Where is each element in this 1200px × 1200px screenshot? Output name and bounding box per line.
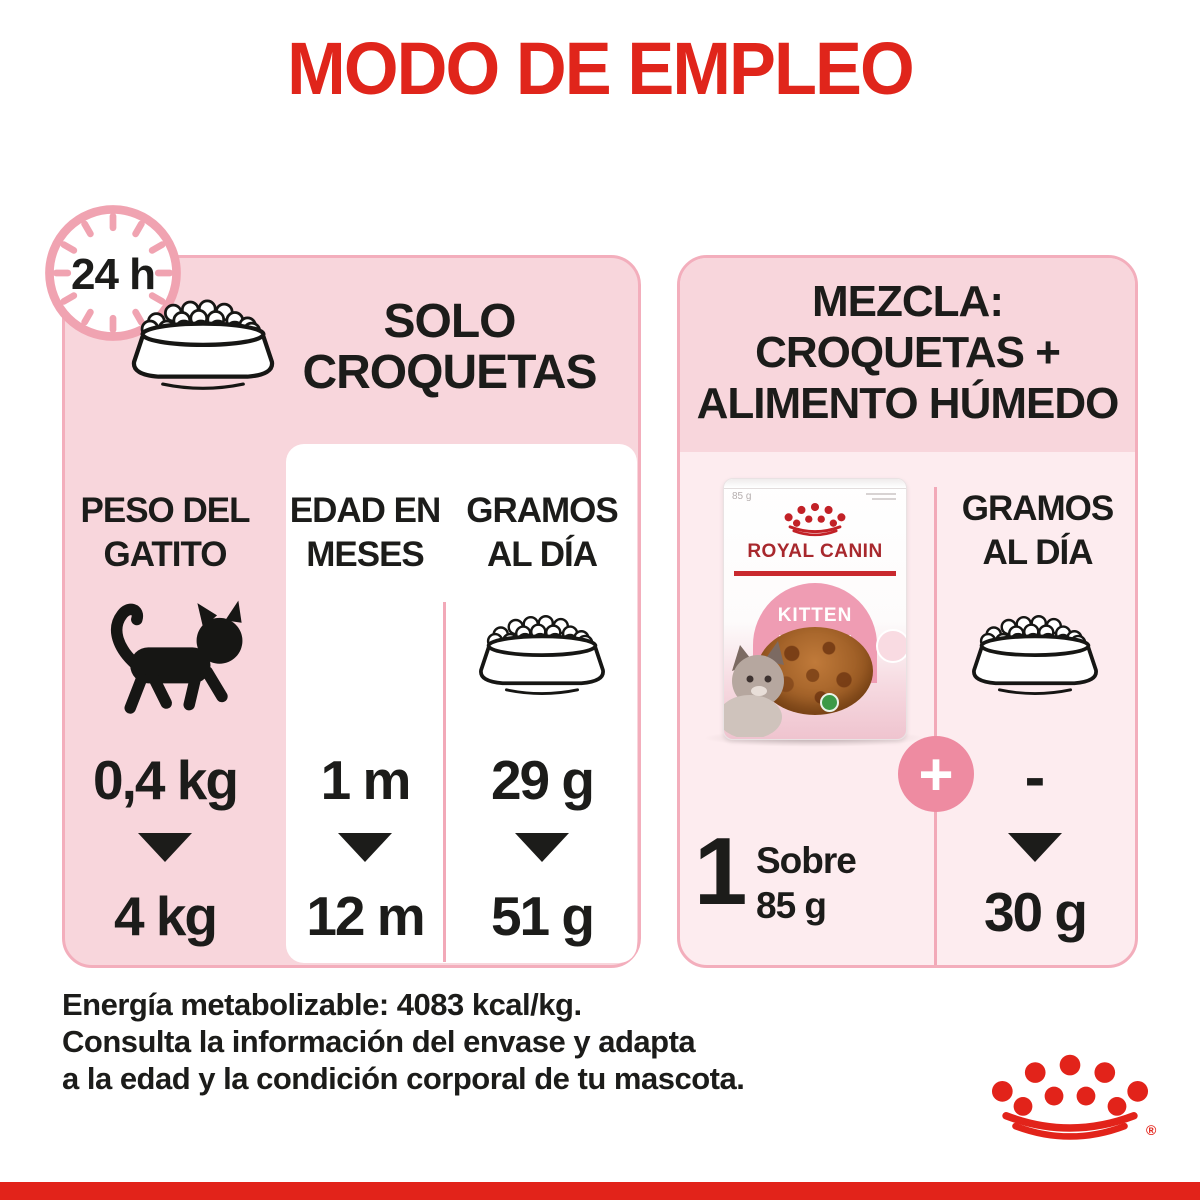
grams-to-value: 51 g: [490, 885, 595, 947]
kibble-column-divider: [443, 602, 446, 962]
pouch-badge: [876, 629, 906, 663]
pouch-fineprint-line: [872, 498, 896, 500]
kibble-bowl-icon: [118, 294, 288, 400]
wet-unit: Sobre: [756, 840, 857, 881]
footnote-line3: a la edad y la condición corporal de tu …: [62, 1061, 745, 1096]
age-from-value: 1 m: [320, 749, 412, 811]
mix-title-line3: ALIMENTO HÚMEDO: [696, 379, 1120, 428]
wet-food-pouch: 85 g ROYAL CANIN KITTEN: [723, 478, 907, 740]
grams-from-value: 29 g: [490, 749, 595, 811]
pouch-leaf-badge: [820, 693, 839, 712]
pouch-cat-photo: [724, 641, 784, 737]
kibble-bowl-icon: [972, 614, 1098, 696]
mix-title-line2: CROQUETAS +: [755, 328, 1061, 377]
mix-column-divider: [934, 487, 937, 965]
royal-canin-crown-logo: [985, 1050, 1155, 1144]
age-to-value: 12 m: [306, 885, 425, 947]
mix-grams-header-line1: GRAMOS: [961, 489, 1115, 528]
pouch-crimp: [724, 479, 906, 489]
pouch-red-bar: [734, 571, 896, 576]
col-age-header-line2: MESES: [306, 535, 425, 574]
page-title: MODO DE EMPLEO: [287, 27, 915, 110]
pouch-fineprint-line: [866, 493, 896, 495]
wet-weight: 85 g: [756, 885, 827, 926]
pouch-brand: ROYAL CANIN: [747, 541, 883, 562]
down-arrow-icon: [515, 833, 569, 862]
kitten-silhouette-icon: [111, 600, 243, 714]
kibble-bowl-icon: [479, 614, 605, 696]
footnote-line1: Energía metabolizable: 4083 kcal/kg.: [62, 987, 582, 1022]
pouch-weight-label: 85 g: [732, 491, 752, 502]
mix-grams-from-value: -: [1024, 743, 1046, 812]
down-arrow-icon: [138, 833, 192, 862]
mix-grams-to-value: 30 g: [983, 881, 1088, 943]
down-arrow-icon: [1008, 833, 1062, 862]
kibble-table-white-area: [286, 444, 637, 963]
mix-title-line1: MEZCLA:: [812, 277, 1004, 326]
footnote-line2: Consulta la información del envase y ada…: [62, 1024, 696, 1059]
weight-from-value: 0,4 kg: [93, 749, 239, 811]
clock-24h-icon: [45, 205, 181, 341]
plus-badge: +: [898, 736, 974, 812]
pouch-product-name: KITTEN: [777, 605, 853, 626]
mix-panel-header: [680, 258, 1135, 452]
wet-quantity: 1: [694, 818, 747, 925]
registered-mark: ®: [1146, 1122, 1157, 1138]
col-weight-header-line1: PESO DEL: [80, 491, 251, 530]
col-weight-header-line2: GATITO: [103, 535, 228, 574]
weight-to-value: 4 kg: [113, 885, 218, 947]
bottom-red-bar: [0, 1182, 1200, 1200]
royal-canin-crown-icon: [783, 501, 847, 537]
left-panel-title-line2: CROQUETAS: [302, 346, 597, 399]
down-arrow-icon: [338, 833, 392, 862]
left-panel-title-line1: SOLO: [383, 295, 516, 348]
col-grams-header-line2: AL DÍA: [486, 535, 598, 574]
col-grams-header-line1: GRAMOS: [466, 491, 619, 530]
clock-label: 24 h: [70, 250, 156, 299]
col-age-header-line1: EDAD EN: [289, 491, 442, 530]
mix-grams-header-line2: AL DÍA: [982, 533, 1093, 572]
